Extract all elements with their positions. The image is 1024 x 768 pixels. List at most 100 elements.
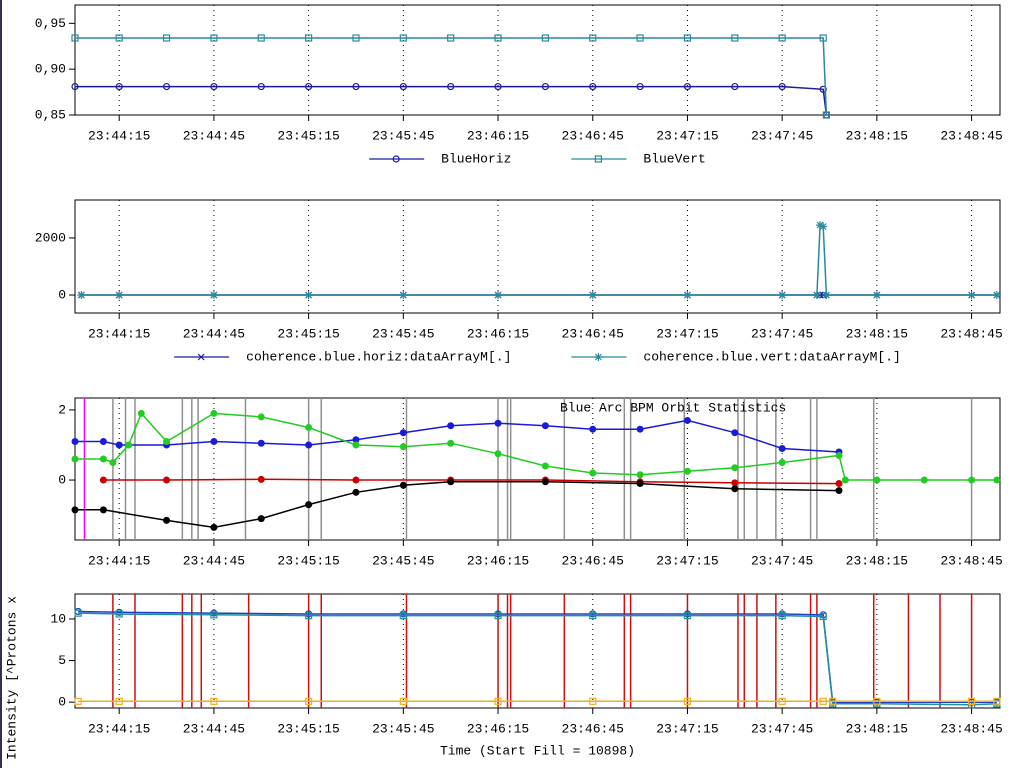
marker (304, 291, 313, 300)
x-tick-label: 23:47:15 (656, 721, 718, 736)
marker (71, 455, 79, 463)
x-tick-label: 23:45:15 (277, 553, 339, 568)
marker (967, 291, 976, 300)
marker (920, 476, 928, 484)
plot: 23:44:15 23:44:45 23:45:15 23:45:45 23:46:15… (35, 4, 1003, 143)
marker (209, 291, 218, 300)
marker (731, 429, 739, 437)
y-tick-label: 2000 (35, 230, 66, 245)
x-tick-label: 23:46:15 (467, 326, 529, 341)
marker (683, 34, 692, 42)
marker (541, 478, 549, 486)
marker (305, 441, 313, 449)
legend-label: coherence.blue.vert:dataArrayM[.] (643, 349, 900, 364)
y-tick-label: 10 (50, 611, 66, 626)
marker (873, 697, 881, 705)
marker (352, 34, 360, 42)
marker (873, 476, 881, 484)
x-tick-label: 23:46:15 (467, 553, 529, 568)
marker (305, 697, 313, 705)
marker (257, 82, 265, 91)
marker (731, 485, 739, 493)
x-tick-label: 23:48:15 (846, 721, 908, 736)
x-tick-label: 23:48:45 (940, 128, 1002, 143)
marker (816, 221, 825, 230)
marker (74, 609, 82, 617)
x-tick-label: 23:44:45 (183, 326, 245, 341)
marker (778, 697, 786, 705)
marker (683, 697, 692, 705)
marker (399, 612, 407, 620)
x-tick-label: 23:47:45 (751, 553, 813, 568)
marker (589, 469, 597, 477)
marker (115, 610, 123, 618)
marker (115, 34, 123, 42)
marker (74, 697, 82, 705)
marker (99, 437, 107, 445)
window-border (0, 0, 2, 768)
marker (210, 34, 218, 42)
marker (399, 291, 408, 300)
legend-label: coherence.blue.horiz:dataArrayM[.] (246, 349, 511, 364)
marker (636, 471, 644, 479)
marker (589, 82, 597, 91)
legend-label: BlueHoriz (441, 151, 511, 166)
marker (115, 291, 124, 300)
x-tick-label: 23:45:45 (372, 553, 434, 568)
x-tick-label: 23:48:45 (940, 721, 1002, 736)
marker (819, 612, 827, 621)
y-tick-label: 0 (58, 287, 66, 302)
x-tick-label: 23:48:15 (846, 553, 908, 568)
marker (163, 437, 171, 445)
series-line (75, 419, 840, 453)
marker (352, 476, 360, 484)
x-tick-label: 23:47:45 (751, 721, 813, 736)
marker (399, 429, 407, 437)
marker (494, 82, 502, 91)
marker (541, 422, 549, 430)
marker (163, 516, 171, 524)
x-tick-label: 23:44:15 (88, 326, 150, 341)
marker (494, 419, 502, 427)
marker (257, 475, 265, 483)
marker (731, 82, 739, 91)
plot-frame (74, 199, 1001, 314)
marker (594, 353, 603, 361)
marker (778, 612, 786, 620)
y-axis-label: Intensity [^Protons x (4, 596, 19, 760)
x-tick-label: 23:47:45 (751, 128, 813, 143)
y-tick-label: 2 (58, 402, 66, 417)
marker (683, 291, 692, 300)
marker (137, 409, 145, 417)
x-tick-label: 23:47:45 (751, 326, 813, 341)
marker (835, 480, 843, 488)
marker (541, 82, 549, 91)
marker (115, 82, 123, 91)
marker (257, 34, 265, 42)
marker (778, 82, 786, 91)
marker (71, 437, 79, 445)
marker (778, 291, 787, 300)
marker (829, 697, 837, 705)
marker (683, 467, 691, 475)
marker (305, 34, 313, 42)
marker (778, 444, 786, 452)
marker (541, 34, 549, 42)
x-tick-label: 23:47:15 (656, 326, 718, 341)
marker (125, 441, 133, 449)
marker (822, 291, 831, 300)
marker (819, 34, 827, 42)
x-tick-label: 23:46:45 (562, 721, 624, 736)
series-line (78, 610, 997, 703)
marker (305, 501, 313, 509)
marker (305, 82, 313, 91)
marker (683, 416, 691, 424)
marker (197, 353, 205, 361)
marker (257, 439, 265, 447)
marker (115, 441, 123, 449)
marker (210, 409, 218, 417)
x-tick-label: 23:46:45 (562, 326, 624, 341)
marker (399, 697, 407, 705)
marker (447, 478, 455, 486)
x-tick-label: 23:48:15 (846, 326, 908, 341)
